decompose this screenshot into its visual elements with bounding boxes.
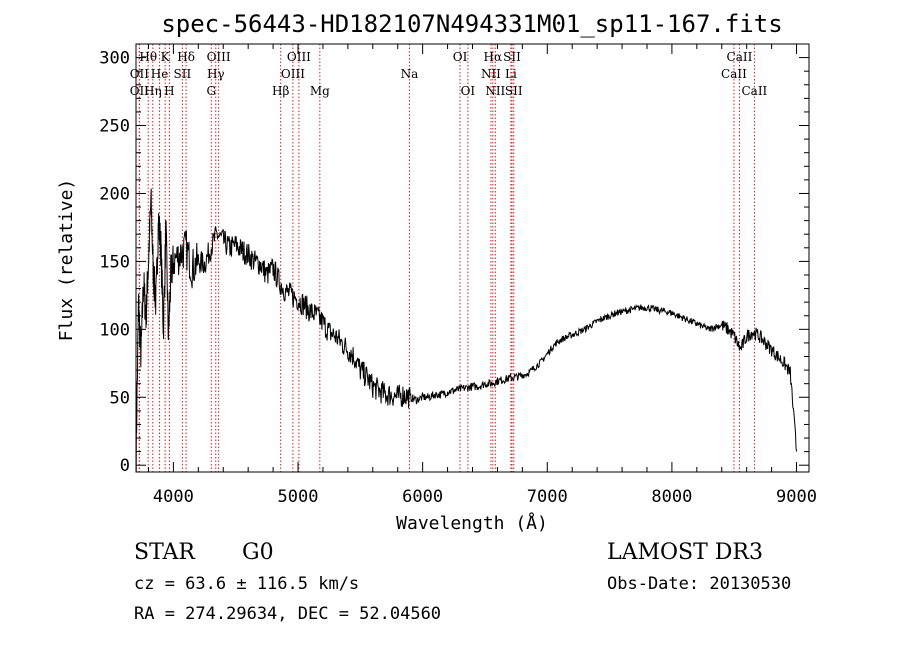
line-label: Na bbox=[401, 67, 419, 81]
y-tick-label: 200 bbox=[99, 184, 130, 204]
line-label: Hβ bbox=[272, 84, 289, 98]
y-axis-label: Flux (relative) bbox=[56, 179, 77, 342]
line-label: Hη bbox=[144, 84, 162, 98]
line-label: SII bbox=[505, 84, 523, 98]
line-label: Hδ bbox=[177, 50, 195, 64]
line-label: OIII bbox=[287, 50, 311, 64]
line-label: CaII bbox=[721, 67, 747, 81]
line-label: CaII bbox=[741, 84, 767, 98]
line-label: OII bbox=[130, 67, 150, 81]
line-label: Hα bbox=[484, 50, 503, 64]
observation-date: Obs-Date: 20130530 bbox=[607, 574, 792, 594]
line-label: K bbox=[161, 50, 171, 64]
line-label: Hγ bbox=[207, 67, 225, 81]
line-label: OI bbox=[461, 84, 476, 98]
object-subclass: G0 bbox=[242, 540, 274, 565]
y-axis-ticks: 0 50 100 150 200 250 300 bbox=[99, 49, 809, 476]
y-tick-label: 50 bbox=[110, 388, 130, 408]
plot-frame bbox=[135, 43, 810, 473]
line-label: Hθ bbox=[139, 50, 157, 64]
chart-title: spec-56443-HD182107N494331M01_sp11-167.f… bbox=[161, 10, 782, 38]
x-axis-label: Wavelength (Å) bbox=[396, 512, 548, 534]
object-class: STAR bbox=[134, 540, 195, 565]
line-label: NII bbox=[481, 67, 501, 81]
x-tick-label: 8000 bbox=[651, 487, 692, 507]
y-tick-label: 100 bbox=[99, 320, 130, 340]
line-label: SII bbox=[503, 50, 521, 64]
line-label: He bbox=[151, 67, 169, 81]
spectrum-line bbox=[135, 188, 797, 473]
y-tick-label: 300 bbox=[99, 49, 130, 69]
line-label: SII bbox=[174, 67, 192, 81]
y-tick-label: 150 bbox=[99, 252, 130, 272]
y-tick-label: 0 bbox=[120, 456, 130, 476]
x-tick-label: 7000 bbox=[527, 487, 568, 507]
line-label: G bbox=[206, 84, 216, 98]
line-label: OIII bbox=[207, 50, 231, 64]
x-tick-label: 5000 bbox=[278, 487, 319, 507]
spectral-line-markers bbox=[138, 44, 755, 472]
line-label: NII bbox=[485, 84, 505, 98]
x-tick-label: 4000 bbox=[153, 487, 194, 507]
line-label: Li bbox=[505, 67, 517, 81]
x-axis-ticks: 4000 5000 6000 7000 8000 9000 bbox=[147, 44, 817, 507]
line-label: CaII bbox=[727, 50, 753, 64]
line-label: OII bbox=[130, 84, 150, 98]
survey-name: LAMOST DR3 bbox=[607, 540, 763, 565]
redshift-info: cz = 63.6 ± 116.5 km/s bbox=[134, 574, 360, 594]
y-tick-label: 250 bbox=[99, 117, 130, 137]
x-tick-label: 9000 bbox=[776, 487, 817, 507]
line-label: OIII bbox=[281, 67, 305, 81]
line-label: Mg bbox=[310, 84, 330, 98]
x-tick-label: 6000 bbox=[402, 487, 443, 507]
line-label: H bbox=[164, 84, 174, 98]
line-label: OI bbox=[453, 50, 468, 64]
ra-dec-info: RA = 274.29634, DEC = 52.04560 bbox=[134, 604, 442, 624]
